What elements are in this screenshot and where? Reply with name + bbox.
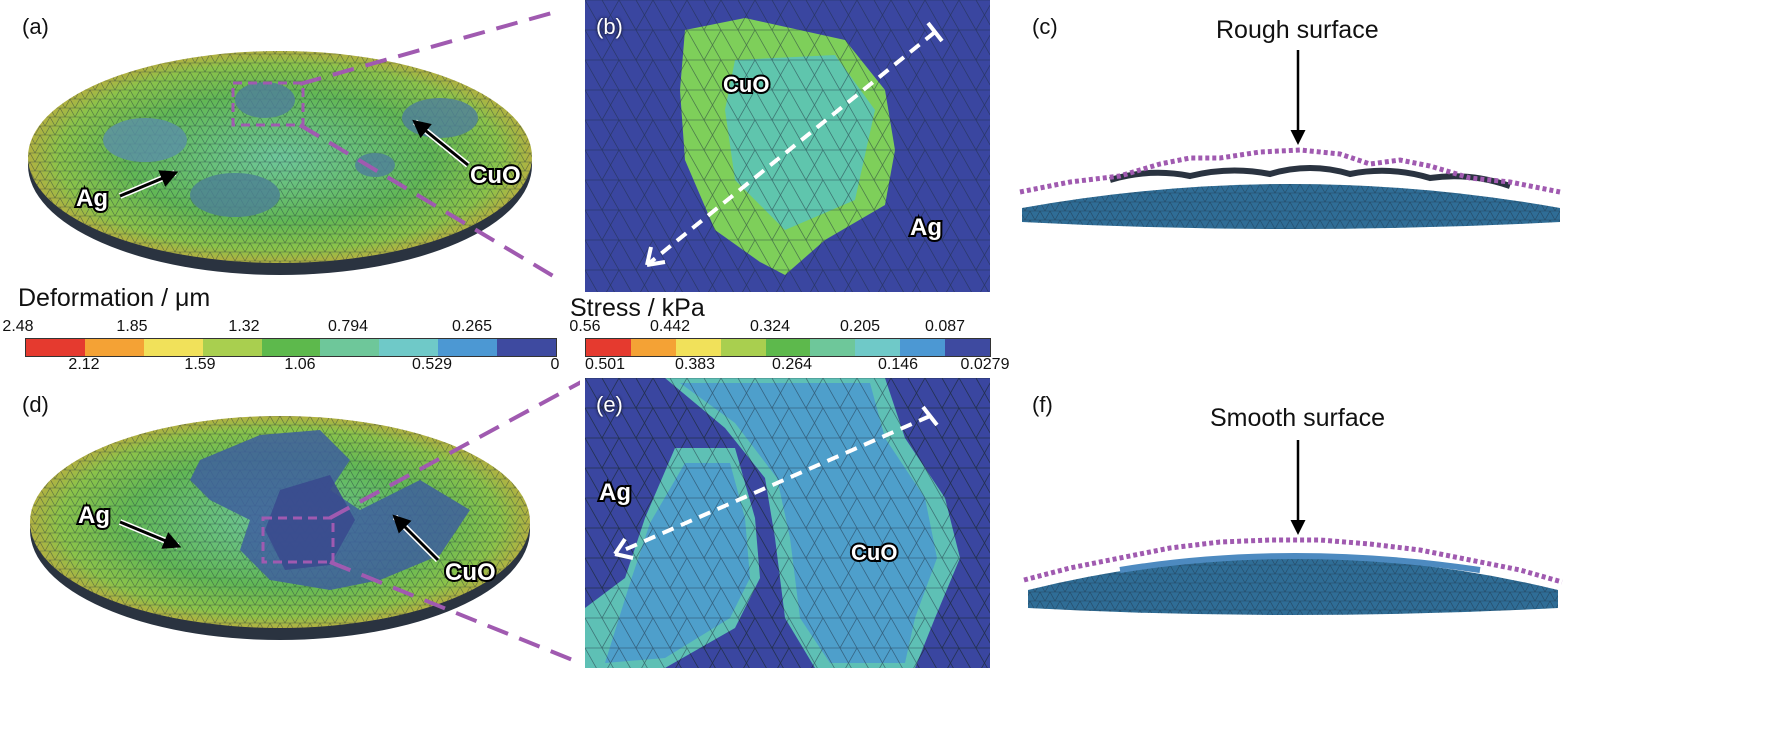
ag-label-e: Ag	[599, 479, 631, 506]
deformation-swatch	[379, 339, 439, 356]
ag-label-a: Ag	[76, 185, 108, 212]
deformation-bottom-ticks: 2.12 1.59 1.06 0.529 0	[0, 356, 570, 376]
stress-swatch	[855, 339, 901, 356]
ag-label-d: Ag	[78, 502, 110, 529]
deformation-swatch	[320, 339, 380, 356]
deformation-swatch	[26, 339, 85, 356]
stress-swatch	[586, 339, 631, 356]
deformation-title: Deformation / μm	[18, 284, 211, 312]
deformation-tick-top: 1.32	[228, 318, 260, 335]
deformation-swatch	[202, 339, 262, 356]
stress-top-ticks: 0.56 0.442 0.324 0.205 0.087	[560, 318, 1000, 338]
panel-label-a: (a)	[22, 14, 49, 39]
deformation-tick-top: 2.48	[2, 318, 34, 335]
stress-tick-top: 0.442	[649, 318, 691, 335]
stress-tick-bottom: 0.501	[584, 356, 626, 373]
stress-colorbar	[585, 338, 991, 357]
deformation-tick-bottom: 1.59	[184, 356, 216, 373]
deformation-tick-top: 0.794	[327, 318, 369, 335]
ag-label-b: Ag	[910, 214, 942, 241]
deformation-tick-top: 1.85	[116, 318, 148, 335]
stress-tick-top: 0.087	[924, 318, 966, 335]
stress-swatch	[630, 339, 676, 356]
stress-swatch	[675, 339, 721, 356]
stress-swatch	[945, 339, 991, 356]
deformation-tick-bottom: 0.529	[411, 356, 453, 373]
stress-tick-top: 0.324	[749, 318, 791, 335]
stress-zoom-e: Ag CuO	[585, 378, 990, 668]
smooth-surface-profile	[1023, 440, 1563, 615]
stress-tick-bottom: 0.146	[877, 356, 919, 373]
panel-label-d: (d)	[22, 392, 49, 417]
deformation-tick-bottom: 1.06	[284, 356, 316, 373]
stress-tick-bottom: 0.383	[674, 356, 716, 373]
stress-swatch	[765, 339, 811, 356]
stress-tick-top: 0.205	[839, 318, 881, 335]
cuo-label-e: CuO	[851, 540, 897, 565]
deformation-colorbar	[25, 338, 557, 357]
stress-title: Stress / kPa	[570, 294, 705, 322]
rough-surface-profile	[1019, 50, 1561, 229]
stress-tick-bottom: 0.0279	[960, 356, 1010, 373]
panel-label-f: (f)	[1032, 392, 1053, 417]
stress-tick-bottom: 0.264	[771, 356, 813, 373]
panel-label-b: (b)	[596, 14, 623, 39]
deformation-swatch	[261, 339, 321, 356]
deformation-tick-bottom: 2.12	[68, 356, 100, 373]
deformation-top-ticks: 2.48 1.85 1.32 0.794 0.265	[0, 318, 570, 338]
cuo-label-a: CuO	[470, 162, 521, 189]
deformation-swatch	[143, 339, 203, 356]
stress-swatch	[810, 339, 856, 356]
stress-swatch	[720, 339, 766, 356]
panel-label-c: (c)	[1032, 14, 1058, 39]
cuo-label-d: CuO	[445, 559, 496, 586]
deformation-tick-bottom: 0	[550, 356, 560, 373]
stress-zoom-b: CuO Ag	[585, 0, 990, 292]
stress-bottom-ticks: 0.501 0.383 0.264 0.146 0.0279	[560, 356, 1020, 376]
deformation-disc-a: Ag CuO	[28, 8, 560, 283]
stress-swatch	[900, 339, 946, 356]
panel-label-e: (e)	[596, 392, 623, 417]
deformation-disc-d: Ag CuO	[30, 380, 580, 666]
stress-tick-top: 0.56	[569, 318, 601, 335]
rough-surface-label: Rough surface	[1216, 16, 1379, 44]
deformation-swatch	[497, 339, 557, 356]
deformation-swatch	[438, 339, 498, 356]
cuo-label-b: CuO	[723, 72, 769, 97]
deformation-swatch	[84, 339, 144, 356]
deformation-tick-top: 0.265	[451, 318, 493, 335]
smooth-surface-label: Smooth surface	[1210, 404, 1386, 432]
